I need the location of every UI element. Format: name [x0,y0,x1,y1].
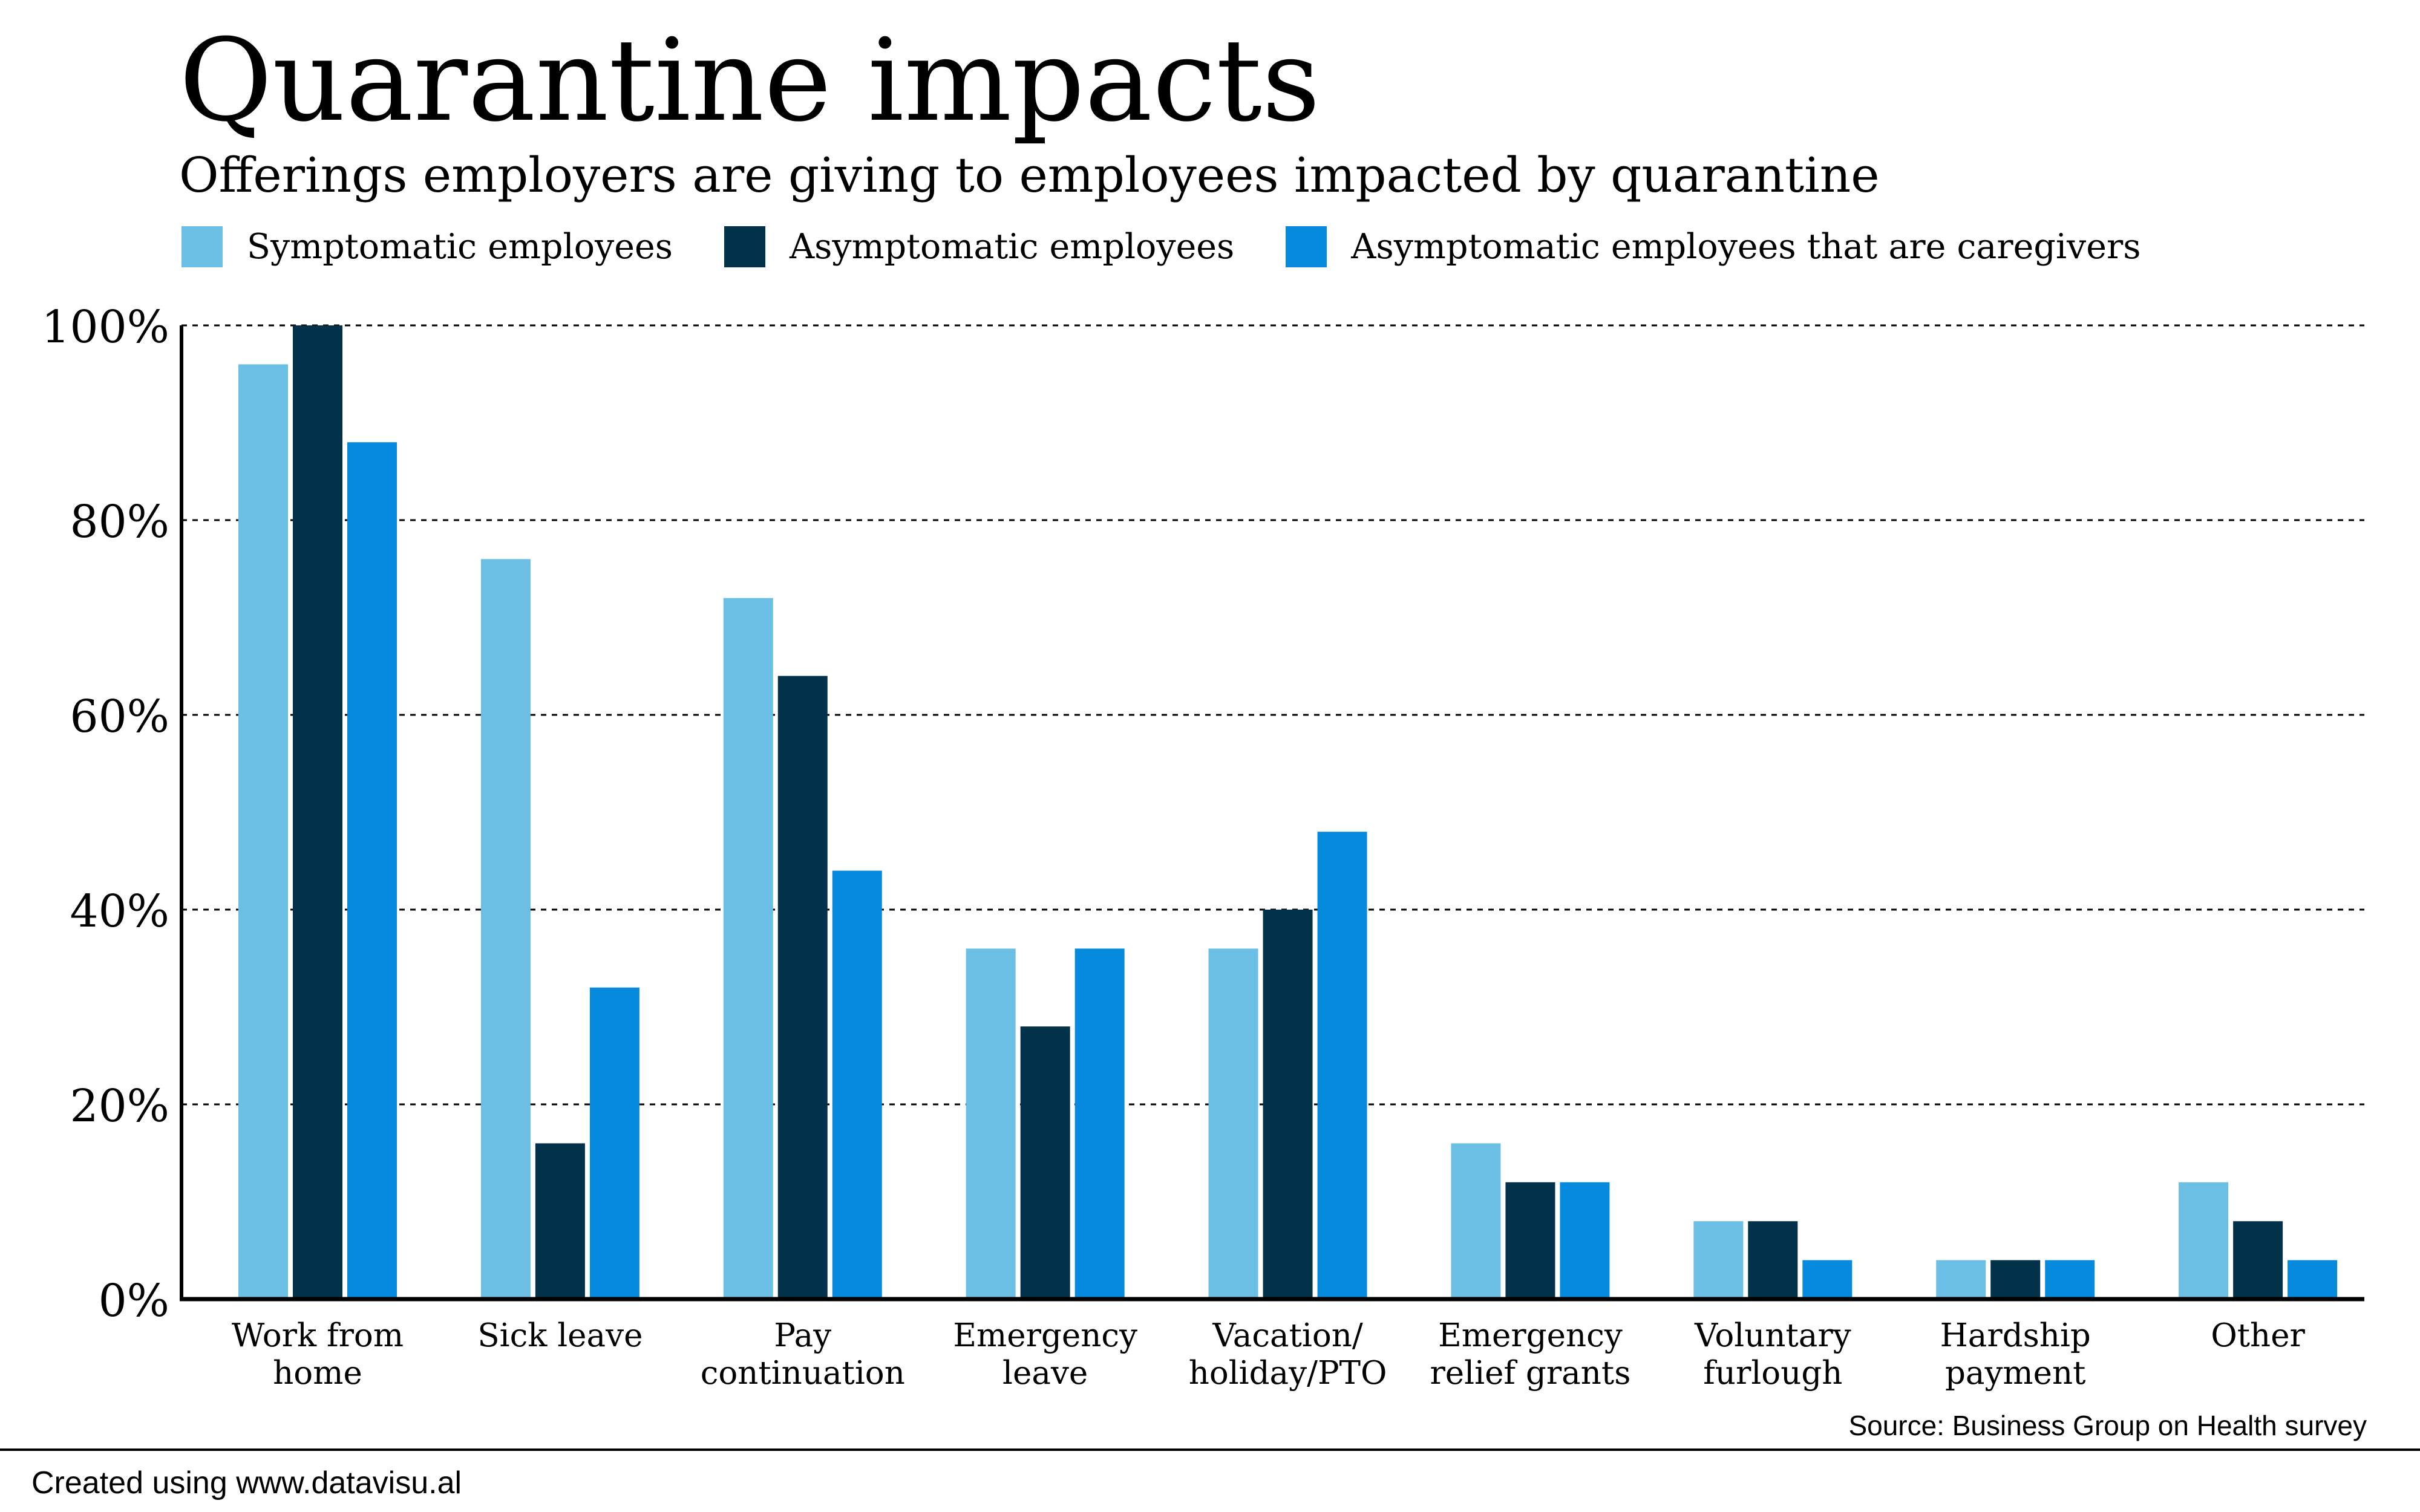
y-tick-label: 60% [70,691,169,743]
bar [1802,1260,1853,1299]
source-note: Source: Business Group on Health survey [1848,1410,2367,1441]
bar [238,364,288,1299]
x-tick-label: Emergency [953,1317,1137,1354]
legend-item-asymptomatic: Asymptomatic employees [724,226,1234,267]
x-tick-label: Work from [232,1317,404,1354]
legend-swatch-symptomatic [182,226,223,267]
x-tick-label: Voluntary [1694,1317,1851,1354]
x-tick-label: holiday/PTO [1189,1355,1387,1392]
bar [966,948,1016,1299]
bar [535,1143,585,1299]
bar [1317,832,1367,1299]
legend-label-symptomatic: Symptomatic employees [247,226,673,267]
bar [1693,1221,1744,1299]
bar [480,559,531,1299]
bar [1560,1182,1610,1299]
x-tick-label: home [273,1355,362,1392]
bar [2045,1260,2095,1299]
legend-item-caregivers: Asymptomatic employees that are caregive… [1286,226,2140,267]
bar [1020,1026,1070,1299]
bar [1990,1260,2041,1299]
bar [2288,1260,2338,1299]
legend-swatch-asymptomatic [724,226,765,267]
bar [1074,948,1125,1299]
bar [2179,1182,2229,1299]
x-tick-label: Other [2211,1317,2305,1354]
credit-note: Created using www.datavisu.al [31,1465,462,1501]
bar [1208,948,1258,1299]
chart-subtitle: Offerings employers are giving to employ… [179,147,1880,203]
bar [589,987,639,1299]
bar [2233,1221,2283,1299]
bar [723,598,773,1299]
bar [293,325,342,1299]
bar [1505,1182,1555,1299]
y-tick-label: 40% [70,885,169,937]
legend-label-asymptomatic: Asymptomatic employees [789,226,1235,267]
bar [1748,1221,1798,1299]
bar [347,442,397,1300]
y-tick-label: 80% [70,496,169,548]
bar [832,870,882,1299]
x-tick-label: Vacation/ [1212,1317,1363,1354]
x-tick-label: Sick leave [477,1317,643,1354]
bar [1263,910,1313,1299]
x-tick-label: Hardship [1940,1317,2091,1354]
legend: Symptomatic employees Asymptomatic emplo… [182,224,2192,269]
x-tick-label: Emergency [1438,1317,1623,1354]
y-tick-label: 100% [41,301,169,353]
x-tick-label: Pay [774,1317,831,1354]
bar [1936,1260,1986,1299]
y-tick-label: 0% [99,1275,169,1327]
x-tick-label: leave [1002,1355,1088,1392]
x-tick-label: payment [1945,1355,2086,1392]
bar [1451,1143,1501,1299]
chart-title: Quarantine impacts [179,15,1321,147]
bar [777,676,828,1299]
y-tick-label: 20% [70,1080,169,1132]
x-tick-label: furlough [1703,1355,1842,1392]
legend-swatch-caregivers [1286,226,1327,267]
legend-item-symptomatic: Symptomatic employees [182,226,673,267]
x-tick-label: relief grants [1430,1355,1630,1392]
x-tick-label: continuation [701,1355,905,1392]
legend-label-caregivers: Asymptomatic employees that are caregive… [1351,226,2141,267]
footer-divider [0,1448,2420,1451]
